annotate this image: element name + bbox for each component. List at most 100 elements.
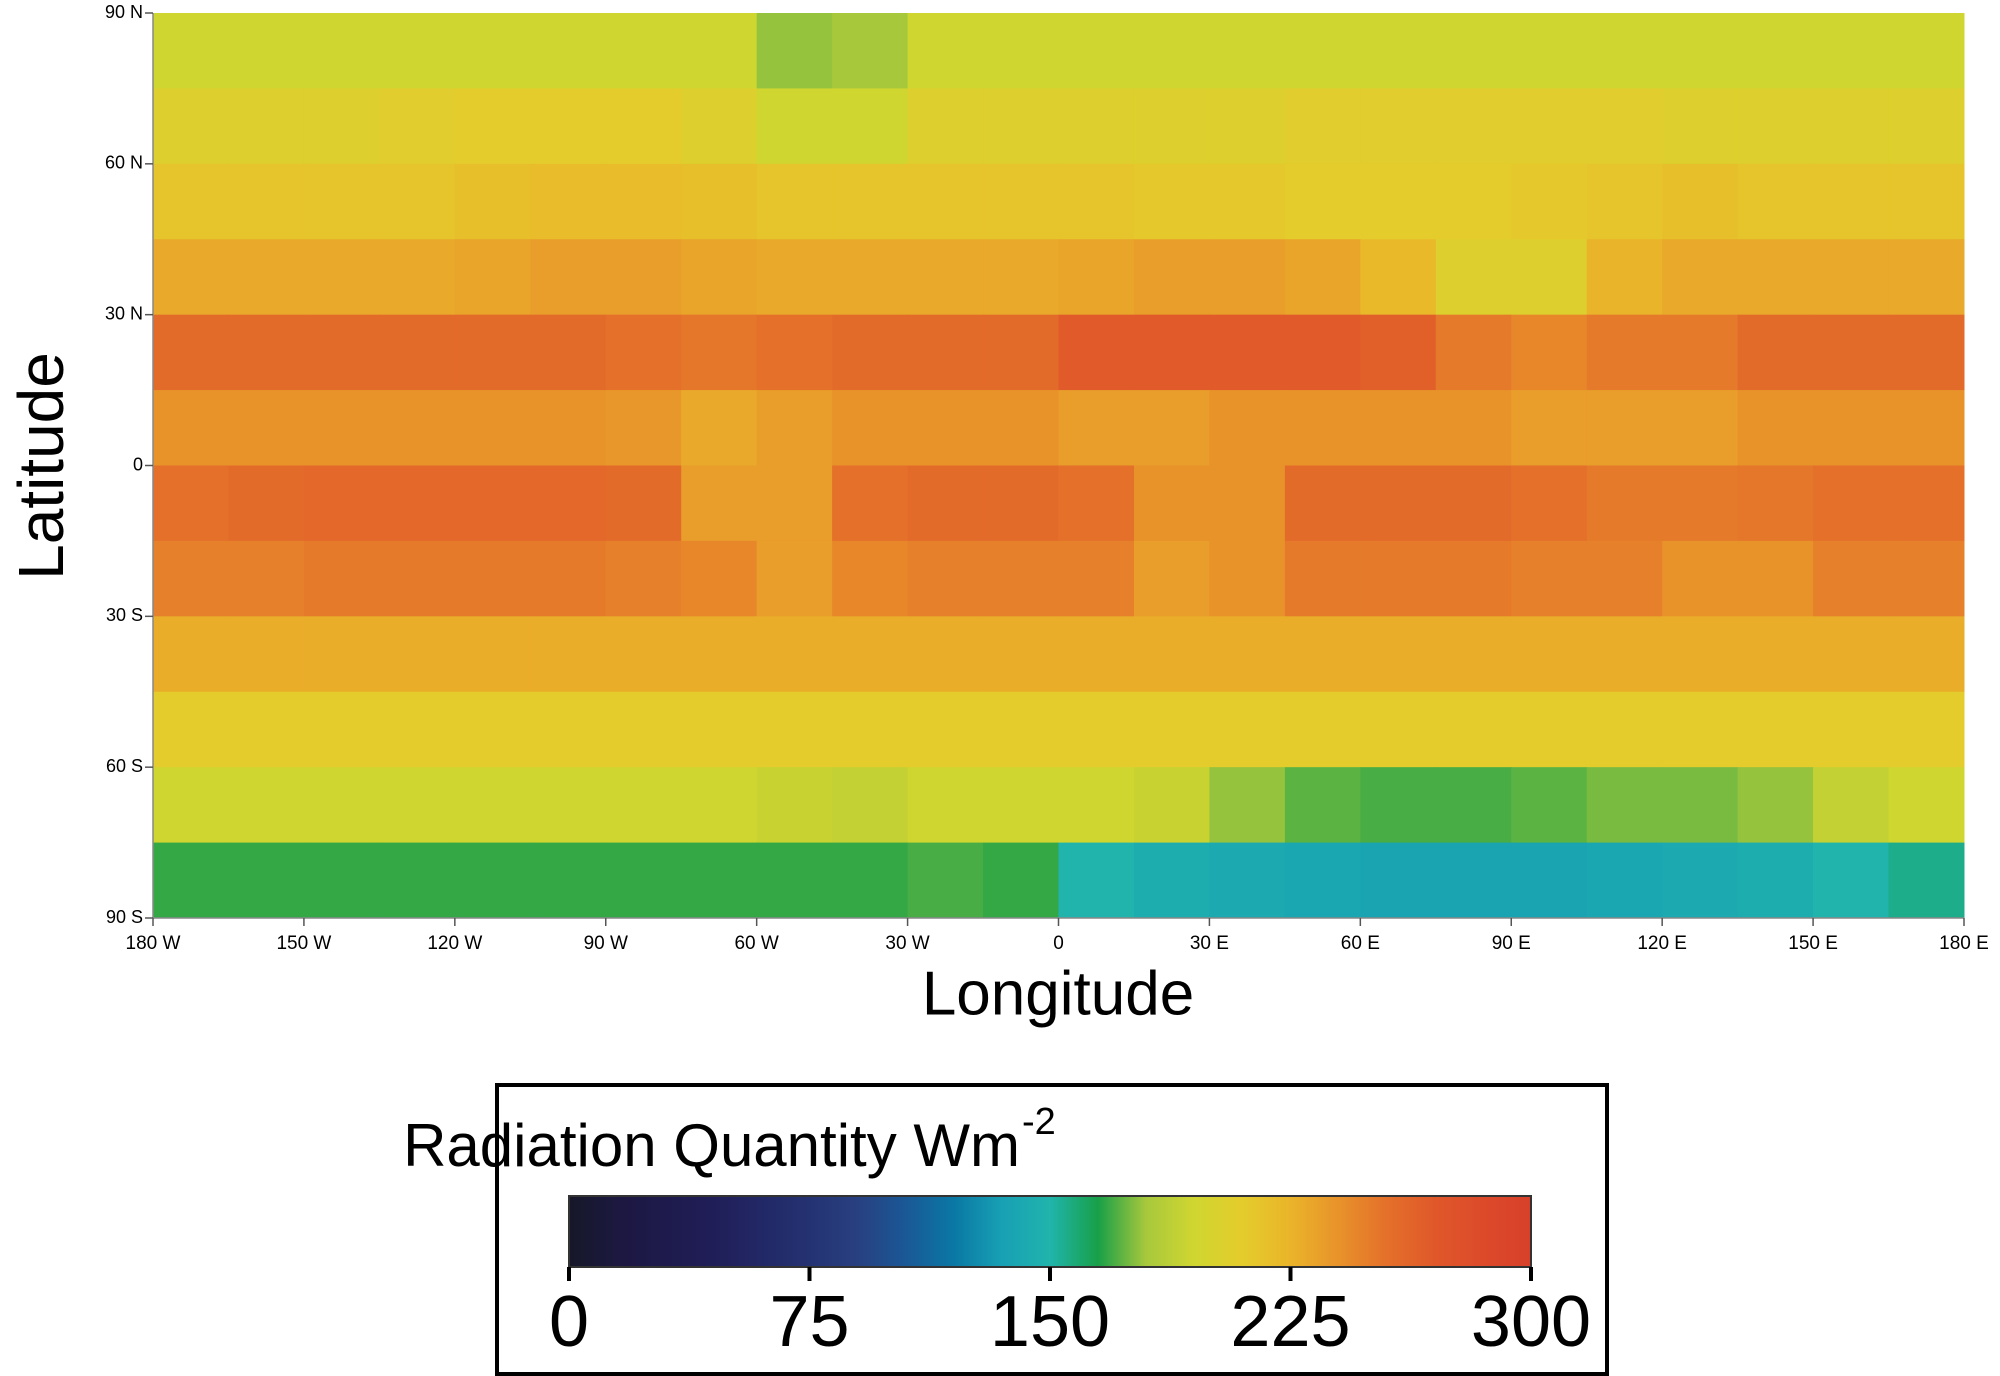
- heatmap-cell: [1586, 767, 1663, 844]
- heatmap-cell: [153, 390, 229, 466]
- y-tick-label: 90 S: [106, 907, 143, 927]
- heatmap-cell: [530, 88, 607, 165]
- heatmap-cell: [1662, 465, 1739, 542]
- heatmap-cell: [605, 842, 682, 919]
- y-tick-label: 60 S: [106, 756, 143, 776]
- heatmap-cell: [228, 767, 305, 844]
- heatmap-cell: [832, 540, 909, 617]
- heatmap-cell: [1737, 691, 1814, 768]
- heatmap-cell: [1360, 691, 1437, 768]
- heatmap-cell: [1133, 314, 1210, 391]
- heatmap-cell: [605, 616, 682, 693]
- heatmap-cell: [1284, 314, 1361, 391]
- x-tick-label: 180 E: [1939, 933, 1989, 954]
- heatmap-cell: [1133, 163, 1210, 240]
- heatmap-cell: [530, 767, 607, 844]
- heatmap-cell: [1813, 540, 1890, 617]
- heatmap-cell: [228, 13, 305, 89]
- heatmap-cell: [1133, 390, 1210, 466]
- heatmap-cell: [454, 314, 531, 391]
- y-tick-label: 30 N: [105, 303, 143, 323]
- heatmap-cell: [1511, 13, 1588, 89]
- heatmap-cell: [1058, 390, 1135, 466]
- heatmap-cell: [1888, 239, 1965, 316]
- heatmap-cell: [1284, 465, 1361, 542]
- heatmap-cell: [681, 13, 758, 89]
- heatmap-cell: [1360, 540, 1437, 617]
- heatmap-cell: [1662, 239, 1739, 316]
- heatmap-cell: [605, 691, 682, 768]
- heatmap-cell: [756, 767, 833, 844]
- heatmap-cell: [530, 691, 607, 768]
- heatmap-cell: [1058, 616, 1135, 693]
- heatmap-cell: [756, 540, 833, 617]
- heatmap-cell: [153, 13, 229, 89]
- heatmap-cell: [1662, 616, 1739, 693]
- heatmap-cell: [983, 239, 1059, 316]
- heatmap-cell: [1813, 842, 1890, 919]
- heatmap-cell: [1058, 163, 1135, 240]
- heatmap-cell: [605, 767, 682, 844]
- heatmap-cell: [1737, 842, 1814, 919]
- heatmap-cell: [1813, 314, 1890, 391]
- heatmap-cell: [1435, 390, 1512, 466]
- colorbar-box: [495, 1083, 1609, 1376]
- heatmap-cell: [454, 88, 531, 165]
- heatmap-cell: [1284, 540, 1361, 617]
- x-tick-label: 90 E: [1492, 933, 1531, 954]
- heatmap-cell: [1209, 239, 1286, 316]
- heatmap-cell: [303, 239, 380, 316]
- heatmap-cell: [1662, 88, 1739, 165]
- colorbar-tick-label: 300: [1471, 1282, 1591, 1362]
- heatmap-cell: [1511, 314, 1588, 391]
- heatmap-cell: [907, 540, 984, 617]
- heatmap-cell: [530, 163, 607, 240]
- heatmap-cell: [1888, 88, 1965, 165]
- heatmap-cell: [756, 239, 833, 316]
- heatmap-cell: [983, 691, 1059, 768]
- heatmap-cell: [1058, 465, 1135, 542]
- heatmap-cell: [530, 842, 607, 919]
- heatmap-cell: [454, 691, 531, 768]
- heatmap-cell: [530, 540, 607, 617]
- heatmap-cell: [756, 390, 833, 466]
- heatmap-cell: [454, 13, 531, 89]
- heatmap-cell: [605, 314, 682, 391]
- heatmap-cell: [907, 842, 984, 919]
- heatmap-cell: [454, 616, 531, 693]
- heatmap-cell: [1209, 163, 1286, 240]
- heatmap-cell: [1813, 390, 1890, 466]
- heatmap-cell: [605, 540, 682, 617]
- heatmap-cell: [1360, 767, 1437, 844]
- heatmap-cell: [1586, 390, 1663, 466]
- heatmap-cell: [1058, 13, 1135, 89]
- heatmap-cell: [907, 390, 984, 466]
- heatmap-cell: [605, 163, 682, 240]
- heatmap-cell: [530, 314, 607, 391]
- heatmap-cell: [1133, 465, 1210, 542]
- heatmap-cell: [1511, 540, 1588, 617]
- heatmap-cell: [907, 314, 984, 391]
- heatmap-cell: [454, 239, 531, 316]
- heatmap-cell: [303, 88, 380, 165]
- heatmap-cell: [681, 767, 758, 844]
- heatmap-cell: [1586, 842, 1663, 919]
- heatmap-cell: [153, 163, 229, 240]
- x-tick-label: 120 E: [1637, 933, 1687, 954]
- heatmap-cell: [1360, 163, 1437, 240]
- heatmap-cell: [1888, 465, 1965, 542]
- x-tick-label: 150 E: [1788, 933, 1838, 954]
- heatmap-cell: [1737, 540, 1814, 617]
- heatmap-cell: [228, 616, 305, 693]
- heatmap-cell: [907, 13, 984, 89]
- heatmap-cell: [1511, 163, 1588, 240]
- heatmap-cell: [832, 842, 909, 919]
- heatmap-cell: [454, 390, 531, 466]
- heatmap-cell: [1737, 616, 1814, 693]
- heatmap-cell: [303, 842, 380, 919]
- heatmap-cell: [379, 314, 456, 391]
- heatmap-cell: [832, 767, 909, 844]
- heatmap-cell: [228, 163, 305, 240]
- heatmap-cell: [1360, 13, 1437, 89]
- heatmap-cell: [1511, 239, 1588, 316]
